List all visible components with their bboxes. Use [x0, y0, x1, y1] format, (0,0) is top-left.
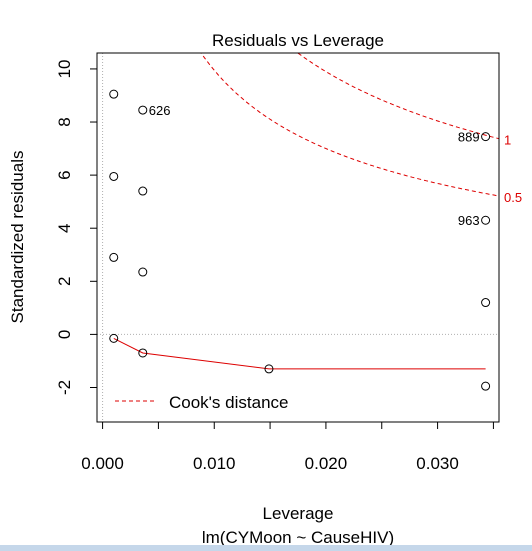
- cooks-distance-curve: [200, 53, 499, 197]
- y-tick-label: -2: [55, 380, 74, 395]
- y-tick-label: 4: [55, 223, 74, 232]
- cooks-distance-curves: [200, 53, 499, 197]
- data-point: [264, 364, 274, 374]
- x-tick-label: 0.000: [81, 454, 124, 473]
- y-tick-label: 0: [55, 330, 74, 339]
- plot-frame: [96, 52, 500, 423]
- y-tick-label: 6: [55, 170, 74, 179]
- cooks-distance-curve: [296, 53, 499, 140]
- y-axis-label: Standardized residuals: [8, 151, 27, 324]
- data-point: [138, 105, 148, 115]
- chart-subtitle: lm(CYMoon ~ CauseHIV): [202, 528, 394, 545]
- data-point: [109, 89, 119, 99]
- data-point: [481, 215, 491, 225]
- x-tick-label: 0.020: [305, 454, 348, 473]
- smoother-path: [113, 337, 486, 370]
- x-tick-label: 0.030: [416, 454, 459, 473]
- data-point: [109, 252, 119, 262]
- y-tick-label: 10: [55, 59, 74, 78]
- data-point: [138, 348, 148, 358]
- data-points: [109, 89, 491, 391]
- legend-label: Cook's distance: [169, 393, 288, 412]
- window-bottom-edge: [0, 545, 532, 551]
- data-point: [481, 298, 491, 308]
- reference-lines: [97, 53, 499, 422]
- point-label: 626: [149, 103, 171, 118]
- x-tick-label: 0.010: [193, 454, 236, 473]
- data-point: [481, 132, 491, 142]
- data-point: [481, 381, 491, 391]
- x-axis: 0.000 0.010 0.020 0.030: [81, 422, 494, 473]
- data-point: [109, 171, 119, 181]
- point-labels: 626 889 963: [149, 103, 480, 228]
- point-label: 889: [458, 130, 480, 145]
- cooks-distance-label: 1: [504, 133, 511, 148]
- point-label: 963: [458, 213, 480, 228]
- y-axis: -2 0 2 4 6 8 10: [55, 59, 97, 395]
- data-point: [109, 333, 119, 343]
- x-axis-label: Leverage: [263, 504, 334, 523]
- y-tick-label: 2: [55, 277, 74, 286]
- cooks-distance-label: 0.5: [504, 190, 522, 205]
- legend: Cook's distance: [115, 393, 288, 412]
- y-tick-label: 8: [55, 117, 74, 126]
- cooks-distance-labels: 10.5: [504, 133, 522, 205]
- smoother-line: [113, 337, 486, 370]
- chart-title: Residuals vs Leverage: [212, 31, 384, 50]
- data-point: [138, 267, 148, 277]
- data-point: [138, 186, 148, 196]
